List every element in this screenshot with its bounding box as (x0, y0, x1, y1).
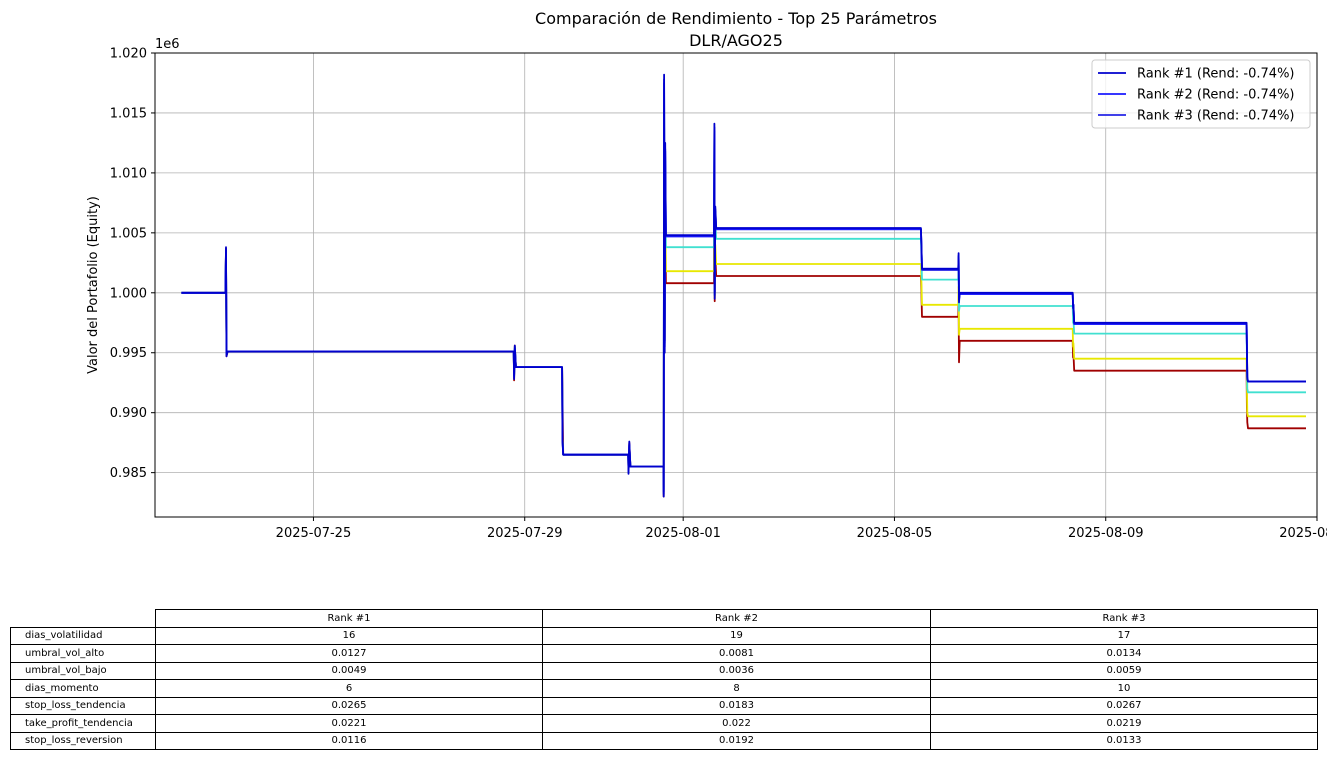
table-row: umbral_vol_bajo 0.0049 0.0036 0.0059 (10, 661, 1318, 680)
table-cell: 0.0081 (542, 644, 931, 663)
y-tick-label: 1.000 (110, 286, 147, 301)
table-cell: 0.0134 (930, 644, 1318, 663)
table-row: take_profit_tendencia 0.0221 0.022 0.021… (10, 714, 1318, 733)
x-tick-label: 2025-07-29 (487, 526, 563, 541)
legend-label: Rank #3 (Rend: -0.74%) (1137, 109, 1295, 124)
column-header: Rank #2 (542, 609, 931, 628)
x-tick-label: 2025-08-01 (645, 526, 721, 541)
x-tick-label: 2025-08-05 (857, 526, 933, 541)
table-header-row: Rank #1 Rank #2 Rank #3 (11, 609, 1318, 628)
axis-ticks: 2025-07-25 2025-07-29 2025-08-01 2025-08-05… (110, 47, 1327, 542)
equity-chart: Comparación de Rendimiento - Top 25 Pará… (86, 9, 1327, 542)
row-label: dias_momento (10, 679, 156, 698)
series-line-5 (181, 106, 1306, 488)
y-tick-label: 1.020 (110, 47, 147, 62)
y-tick-label: 0.985 (110, 466, 147, 481)
table-row: umbral_vol_alto 0.0127 0.0081 0.0134 (10, 644, 1318, 663)
legend-label: Rank #2 (Rend: -0.74%) (1137, 88, 1295, 103)
table-cell: 0.022 (542, 714, 931, 733)
chart-subtitle: DLR/AGO25 (689, 31, 783, 50)
x-tick-label: 2025-07-25 (276, 526, 352, 541)
y-tick-label: 1.005 (110, 226, 147, 241)
row-label: stop_loss_reversion (10, 731, 156, 750)
parameters-table: Rank #1 Rank #2 Rank #3 dias_volatilidad… (10, 609, 1318, 750)
legend-label: Rank #1 (Rend: -0.74%) (1137, 67, 1295, 82)
table-cell: 0.0127 (155, 644, 543, 663)
series-line-1 (181, 73, 1306, 498)
column-header: Rank #1 (155, 609, 543, 628)
table-cell: 0.0267 (930, 696, 1318, 715)
table-cell: 0.0183 (542, 696, 931, 715)
table-corner (11, 610, 156, 628)
x-tick-label: 2025-08-13 (1279, 526, 1327, 541)
table-cell: 0.0059 (930, 661, 1318, 680)
y-axis-label: Valor del Portafolio (Equity) (86, 196, 101, 374)
table-cell: 10 (930, 679, 1318, 698)
y-offset-label: 1e6 (155, 37, 180, 52)
table-cell: 0.0116 (155, 731, 543, 750)
table-cell: 0.0192 (542, 731, 931, 750)
table-cell: 19 (542, 626, 931, 645)
table-cell: 16 (155, 626, 543, 645)
x-tick-label: 2025-08-09 (1068, 526, 1144, 541)
series-line-2 (181, 78, 1306, 496)
table-cell: 0.0133 (930, 731, 1318, 750)
table-cell: 0.0221 (155, 714, 543, 733)
row-label: umbral_vol_bajo (10, 661, 156, 680)
row-label: dias_volatilidad (10, 626, 156, 645)
legend: Rank #1 (Rend: -0.74%) Rank #2 (Rend: -0.… (1091, 59, 1311, 129)
table-cell: 0.0265 (155, 696, 543, 715)
y-tick-label: 0.995 (110, 346, 147, 361)
table-cell: 8 (542, 679, 931, 698)
column-header: Rank #3 (930, 609, 1318, 628)
table-row: dias_volatilidad 16 19 17 (10, 626, 1318, 645)
series-lines (181, 73, 1306, 498)
table-cell: 0.0219 (930, 714, 1318, 733)
table-cell: 17 (930, 626, 1318, 645)
table-row: dias_momento 6 8 10 (10, 679, 1318, 698)
legend-box (1091, 59, 1311, 129)
table-cell: 0.0049 (155, 661, 543, 680)
y-tick-label: 1.010 (110, 166, 147, 181)
series-line-3 (181, 82, 1306, 493)
table-cell: 0.0036 (542, 661, 931, 680)
y-tick-label: 0.990 (110, 406, 147, 421)
table-row: stop_loss_reversion 0.0116 0.0192 0.0133 (10, 731, 1318, 750)
table-row: stop_loss_tendencia 0.0265 0.0183 0.0267 (10, 696, 1318, 715)
chart-title: Comparación de Rendimiento - Top 25 Pará… (535, 9, 937, 28)
series-line-4 (181, 88, 1306, 491)
row-label: take_profit_tendencia (10, 714, 156, 733)
row-label: umbral_vol_alto (10, 644, 156, 663)
row-label: stop_loss_tendencia (10, 696, 156, 715)
y-tick-label: 1.015 (110, 106, 147, 121)
plot-frame (154, 52, 1318, 518)
table-cell: 6 (155, 679, 543, 698)
